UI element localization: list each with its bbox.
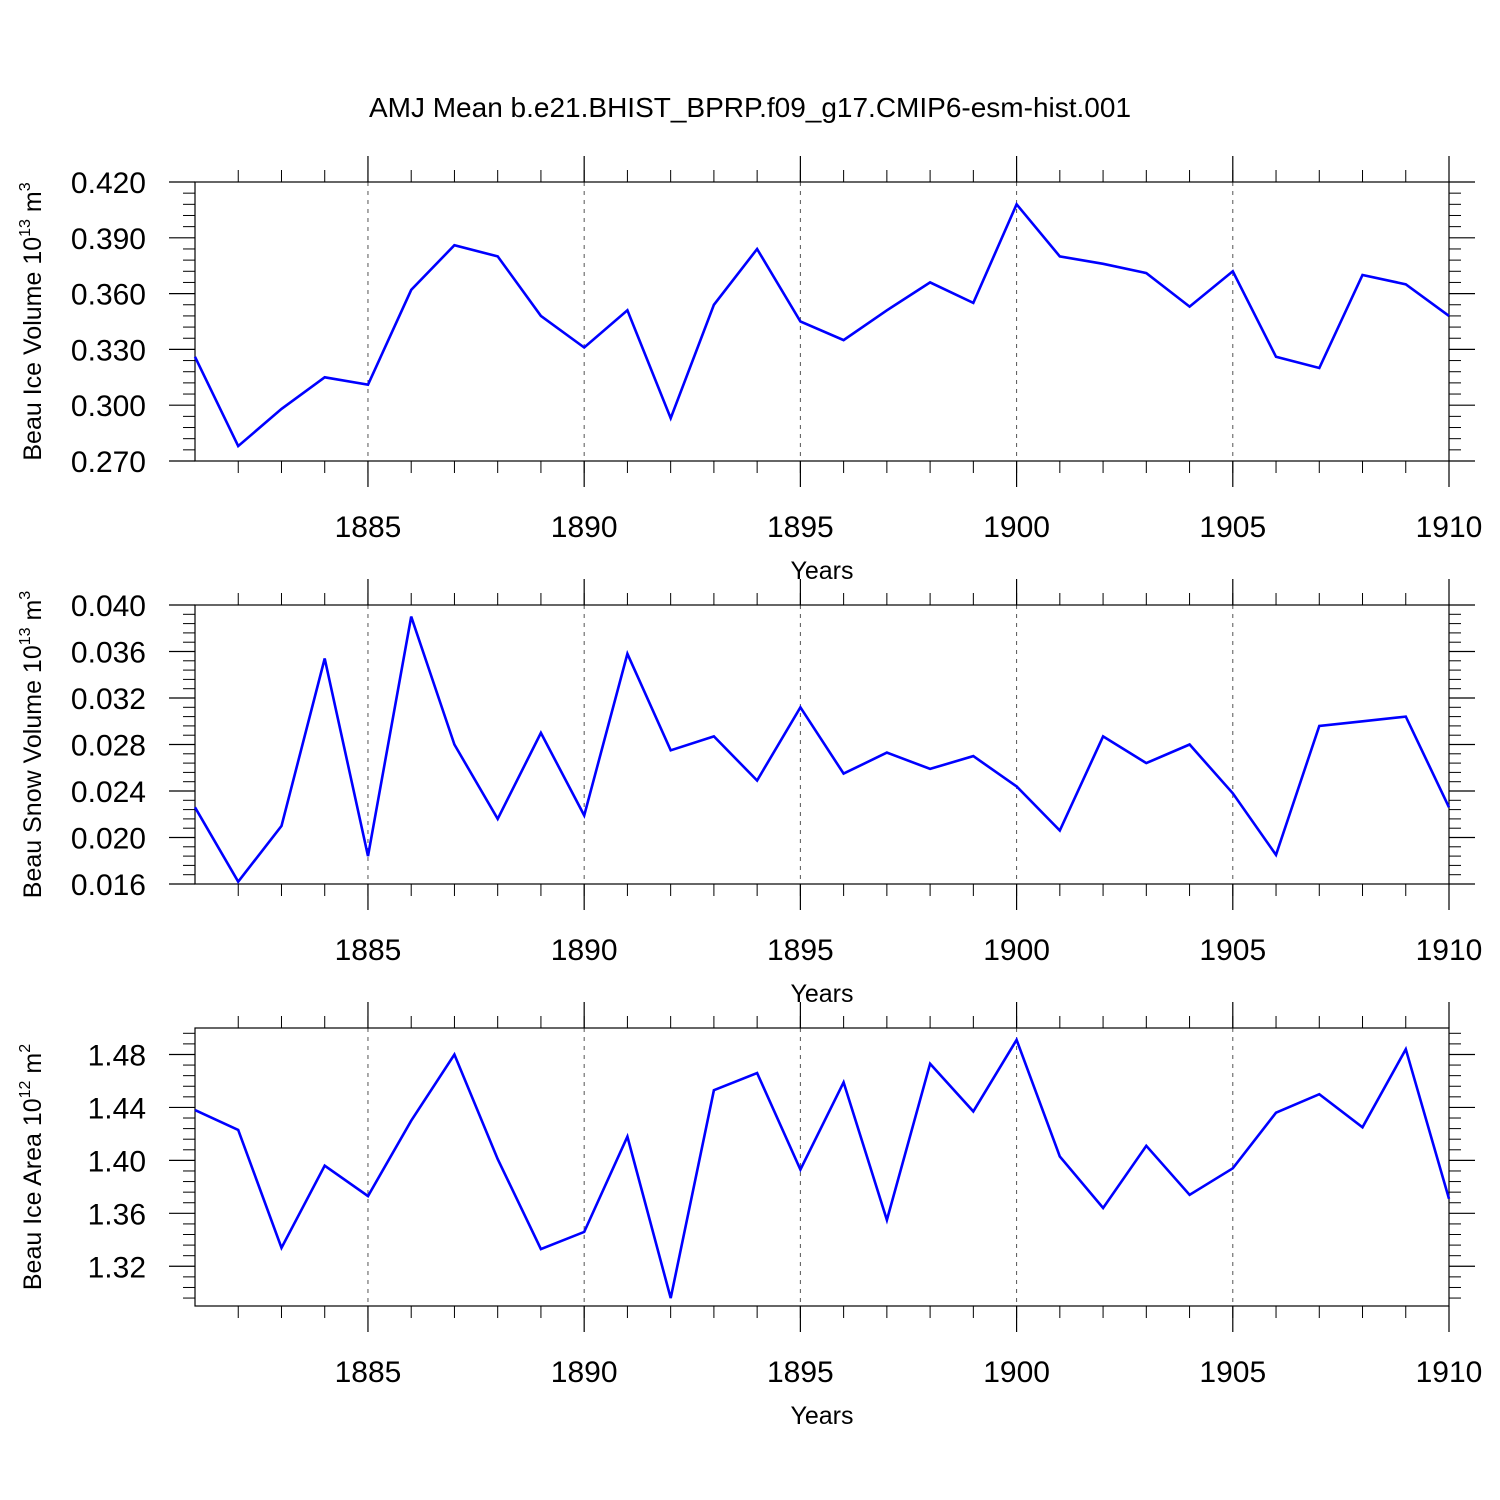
data-series-line — [194, 1036, 1451, 1299]
x-tick-label: 1890 — [551, 1356, 618, 1389]
y-tick-label: 1.32 — [88, 1251, 146, 1284]
x-tick-label: 1905 — [1199, 934, 1266, 967]
x-axis-title: Years — [790, 980, 853, 1008]
x-tick-label: 1895 — [767, 511, 834, 544]
y-tick-label: 0.032 — [71, 683, 146, 716]
x-tick-label: 1895 — [767, 1356, 834, 1389]
x-axis-title: Years — [790, 557, 853, 585]
y-tick-label: 0.040 — [71, 590, 146, 623]
x-tick-label: 1895 — [767, 934, 834, 967]
y-axis-title: Beau Snow Volume 1013 m3 — [17, 591, 47, 899]
x-tick-label: 1910 — [1416, 511, 1483, 544]
x-tick-label: 1905 — [1199, 511, 1266, 544]
plot-frame — [194, 1027, 1450, 1307]
x-tick-label: 1890 — [551, 934, 618, 967]
y-tick-label: 0.028 — [71, 730, 146, 763]
chart-title: AMJ Mean b.e21.BHIST_BPRP.f09_g17.CMIP6-… — [368, 92, 1132, 123]
chart-panel-1: 1885 1890 1895 1900 1905 1910 0.420 0.390 0.360 0… — [17, 156, 1482, 585]
y-tick-label: 0.024 — [71, 776, 146, 809]
y-tick-label: 1.40 — [88, 1145, 146, 1178]
y-tick-label: 0.300 — [71, 390, 146, 423]
x-tick-label: 1900 — [983, 511, 1050, 544]
x-axis-title: Years — [790, 1402, 853, 1430]
y-tick-label: 0.420 — [71, 167, 146, 200]
y-tick-label: 0.270 — [71, 446, 146, 479]
data-series-line — [193, 616, 1451, 885]
y-tick-label: 1.44 — [88, 1092, 146, 1125]
x-tick-label: 1910 — [1416, 934, 1483, 967]
x-tick-label: 1885 — [335, 511, 402, 544]
y-tick-label: 1.48 — [88, 1039, 146, 1072]
y-axis-title: Beau Ice Area 1012 m2 — [17, 1044, 47, 1290]
y-tick-label: 0.330 — [71, 334, 146, 367]
plot-frame — [194, 604, 1450, 885]
y-tick-label: 0.390 — [71, 223, 146, 256]
x-tick-label: 1900 — [983, 1356, 1050, 1389]
x-tick-label: 1885 — [335, 934, 402, 967]
x-tick-label: 1890 — [551, 511, 618, 544]
plot-frame — [194, 181, 1450, 462]
chart-panel-3: 1885 1890 1895 1900 1905 1910 1.48 1.44 1.40 1.36… — [17, 1002, 1482, 1430]
chart-panel-2: 1885 1890 1895 1900 1905 1910 0.040 0.036 0.032 0… — [17, 579, 1482, 1008]
data-series-line — [193, 201, 1450, 449]
y-tick-label: 1.36 — [88, 1198, 146, 1231]
x-tick-label: 1910 — [1416, 1356, 1483, 1389]
y-tick-label: 0.016 — [71, 869, 146, 902]
y-tick-label: 0.360 — [71, 279, 146, 312]
y-tick-label: 0.036 — [71, 637, 146, 670]
y-axis-title: Beau Ice Volume 1013 m3 — [17, 182, 47, 460]
x-tick-label: 1900 — [983, 934, 1050, 967]
y-tick-label: 0.020 — [71, 823, 146, 856]
x-tick-label: 1885 — [335, 1356, 402, 1389]
x-tick-label: 1905 — [1199, 1356, 1266, 1389]
